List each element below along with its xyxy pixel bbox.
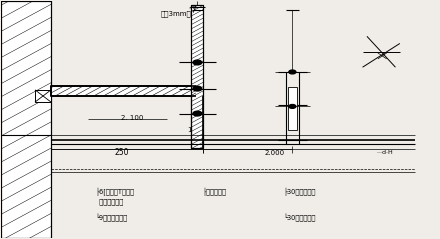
Bar	[191, 5, 203, 148]
Text: ├广角法：）: ├广角法：）	[202, 188, 227, 196]
Text: ···d·H: ···d·H	[376, 150, 393, 155]
Text: 2.000: 2.000	[265, 150, 285, 156]
Text: 100: 100	[187, 127, 201, 133]
Bar	[1, 1, 51, 238]
Circle shape	[193, 60, 202, 65]
Text: 白色3mm节钢: 白色3mm节钢	[161, 11, 196, 17]
Text: ├6[焊洞入T板显示: ├6[焊洞入T板显示	[95, 188, 134, 196]
Circle shape	[193, 111, 202, 116]
Circle shape	[193, 86, 202, 91]
Text: └30系列副龙筋: └30系列副龙筋	[284, 214, 316, 222]
Text: 250: 250	[114, 148, 128, 157]
Bar	[191, 5, 203, 148]
Bar	[1, 1, 51, 238]
Text: └9厚纸石不写板: └9厚纸石不写板	[95, 214, 127, 222]
Circle shape	[289, 104, 296, 108]
Bar	[35, 90, 51, 102]
Text: ├30系列主龙行: ├30系列主龙行	[284, 188, 316, 196]
Bar	[51, 86, 196, 96]
Text: 2. 100: 2. 100	[121, 115, 143, 121]
Circle shape	[289, 70, 296, 74]
Bar	[288, 87, 297, 130]
Text: 无火油炉二道: 无火油炉二道	[95, 198, 123, 205]
